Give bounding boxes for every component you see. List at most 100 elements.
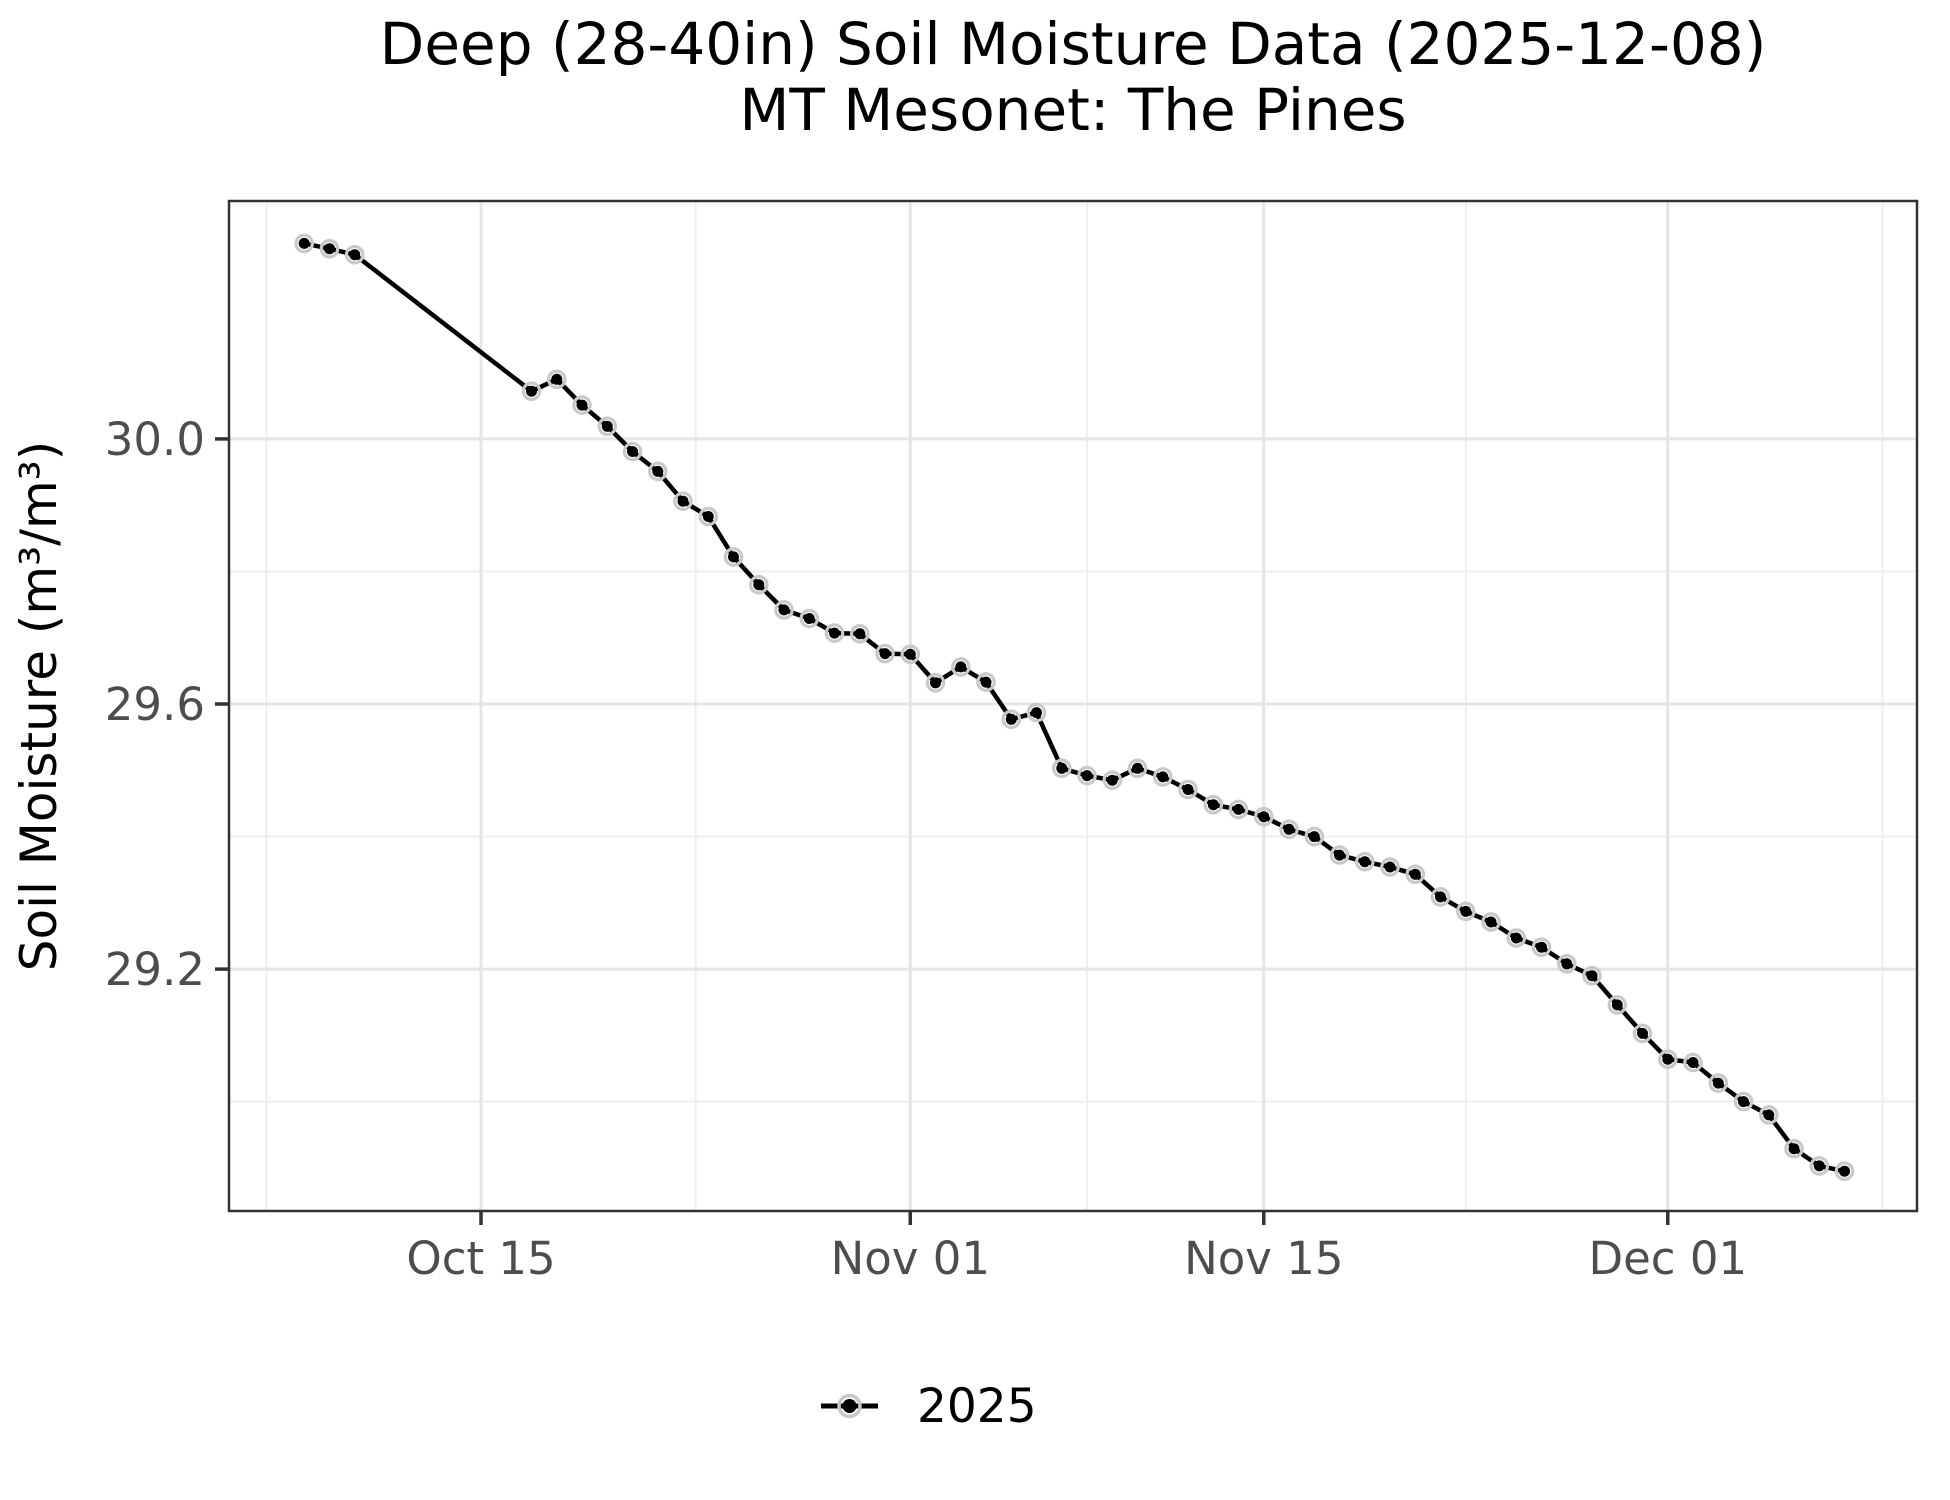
data-point [1409, 868, 1421, 880]
data-point [1207, 799, 1219, 811]
data-point [1611, 999, 1623, 1011]
data-point [1308, 831, 1320, 843]
data-point-halo [1834, 1161, 1855, 1181]
data-point-halo [344, 244, 365, 265]
data-point-halo [849, 623, 870, 644]
data-point [1056, 762, 1068, 774]
data-point-halo [1683, 1052, 1703, 1073]
x-tick-label: Nov 01 [831, 1232, 990, 1285]
data-point-halo [1658, 1049, 1678, 1069]
x-tick-label: Oct 15 [406, 1232, 555, 1285]
data-point-halo [1052, 758, 1072, 779]
data-point-halo [1001, 709, 1022, 730]
data-point-halo [1279, 819, 1299, 840]
data-point [1283, 823, 1295, 835]
data-point [1081, 770, 1093, 782]
data-point [652, 465, 664, 477]
data-point [1460, 905, 1472, 917]
data-point [1182, 784, 1194, 795]
data-point [1839, 1165, 1850, 1177]
x-tick-label: Nov 15 [1184, 1232, 1343, 1285]
y-axis: 30.0 29.6 29.2 [105, 413, 229, 996]
data-point [702, 511, 714, 522]
legend-key-halo [837, 1393, 862, 1419]
chart-subtitle: MT Mesonet: The Pines [739, 76, 1406, 144]
data-point [1485, 916, 1497, 928]
data-point-halo [1809, 1156, 1830, 1176]
data-point-halo [723, 547, 744, 567]
data-point-halo [673, 491, 693, 511]
data-point [1738, 1096, 1749, 1108]
data-point [1157, 771, 1169, 783]
data-point [349, 249, 361, 261]
data-point [1031, 707, 1042, 719]
data-point-halo [748, 574, 769, 595]
data-point [1788, 1143, 1800, 1155]
data-point [576, 399, 588, 411]
data-point-halo [597, 416, 618, 437]
data-point-halo [1228, 799, 1249, 820]
data-point-halo [1127, 758, 1148, 779]
data-point-halo [1380, 857, 1400, 877]
data-point [601, 420, 613, 432]
data-point [1561, 958, 1573, 970]
data-point [879, 648, 891, 660]
data-point-halo [521, 381, 542, 401]
data-point [551, 373, 563, 385]
data-point-halo [799, 608, 820, 629]
data-point-halo [1254, 806, 1274, 827]
x-axis: Oct 15 Nov 01 Nov 15 Dec 01 [406, 1211, 1747, 1285]
chart-title: Deep (28-40in) Soil Moisture Data (2025-… [380, 10, 1767, 78]
data-point-halo [319, 238, 340, 259]
y-tick-label: 29.6 [105, 678, 205, 731]
data-point-halo [1607, 995, 1628, 1015]
data-point [930, 677, 941, 689]
data-point-halo [572, 395, 592, 415]
data-point-halo [1557, 953, 1577, 974]
data-point [1334, 849, 1345, 861]
y-tick-label: 29.2 [105, 943, 205, 996]
data-point-halo [1304, 826, 1325, 847]
major-gridlines [229, 201, 1917, 1211]
data-point-halo [1531, 937, 1552, 957]
minor-gridlines [229, 201, 1917, 1211]
data-point [778, 604, 790, 616]
data-point-halo [1456, 901, 1476, 922]
data-point [1510, 932, 1522, 944]
data-point-halo [1026, 702, 1047, 723]
data-point-halo [1733, 1091, 1754, 1112]
data-point [1435, 891, 1446, 903]
data-point-halo [546, 369, 567, 390]
data-point [298, 237, 310, 249]
data-point [980, 676, 992, 688]
data-point-halo [1102, 770, 1123, 790]
data-point [1536, 941, 1547, 953]
legend-key-point [842, 1399, 857, 1413]
data-point [627, 446, 638, 457]
data-point [955, 661, 967, 673]
data-point-halo [622, 441, 643, 462]
data-point-halo [1203, 794, 1224, 815]
data-point-halo [875, 643, 895, 664]
data-point [803, 613, 815, 624]
data-point-halo [1077, 765, 1097, 786]
data-point [1233, 803, 1244, 815]
data-point-halo [1355, 851, 1375, 872]
data-point-halo [1430, 887, 1451, 907]
data-point [728, 551, 739, 563]
x-tick-label: Dec 01 [1588, 1232, 1747, 1285]
data-series-layer [294, 233, 1855, 1181]
data-point-halo [1784, 1138, 1804, 1159]
plot-panel [227, 199, 1919, 1213]
data-point-halo [774, 600, 794, 620]
data-point [1712, 1077, 1724, 1089]
data-point [526, 385, 537, 397]
data-point [1586, 970, 1598, 982]
data-point-halo [1178, 779, 1198, 800]
data-point [677, 495, 689, 507]
data-point [753, 579, 765, 591]
data-point-halo [294, 233, 314, 254]
data-point-halo [925, 672, 946, 693]
